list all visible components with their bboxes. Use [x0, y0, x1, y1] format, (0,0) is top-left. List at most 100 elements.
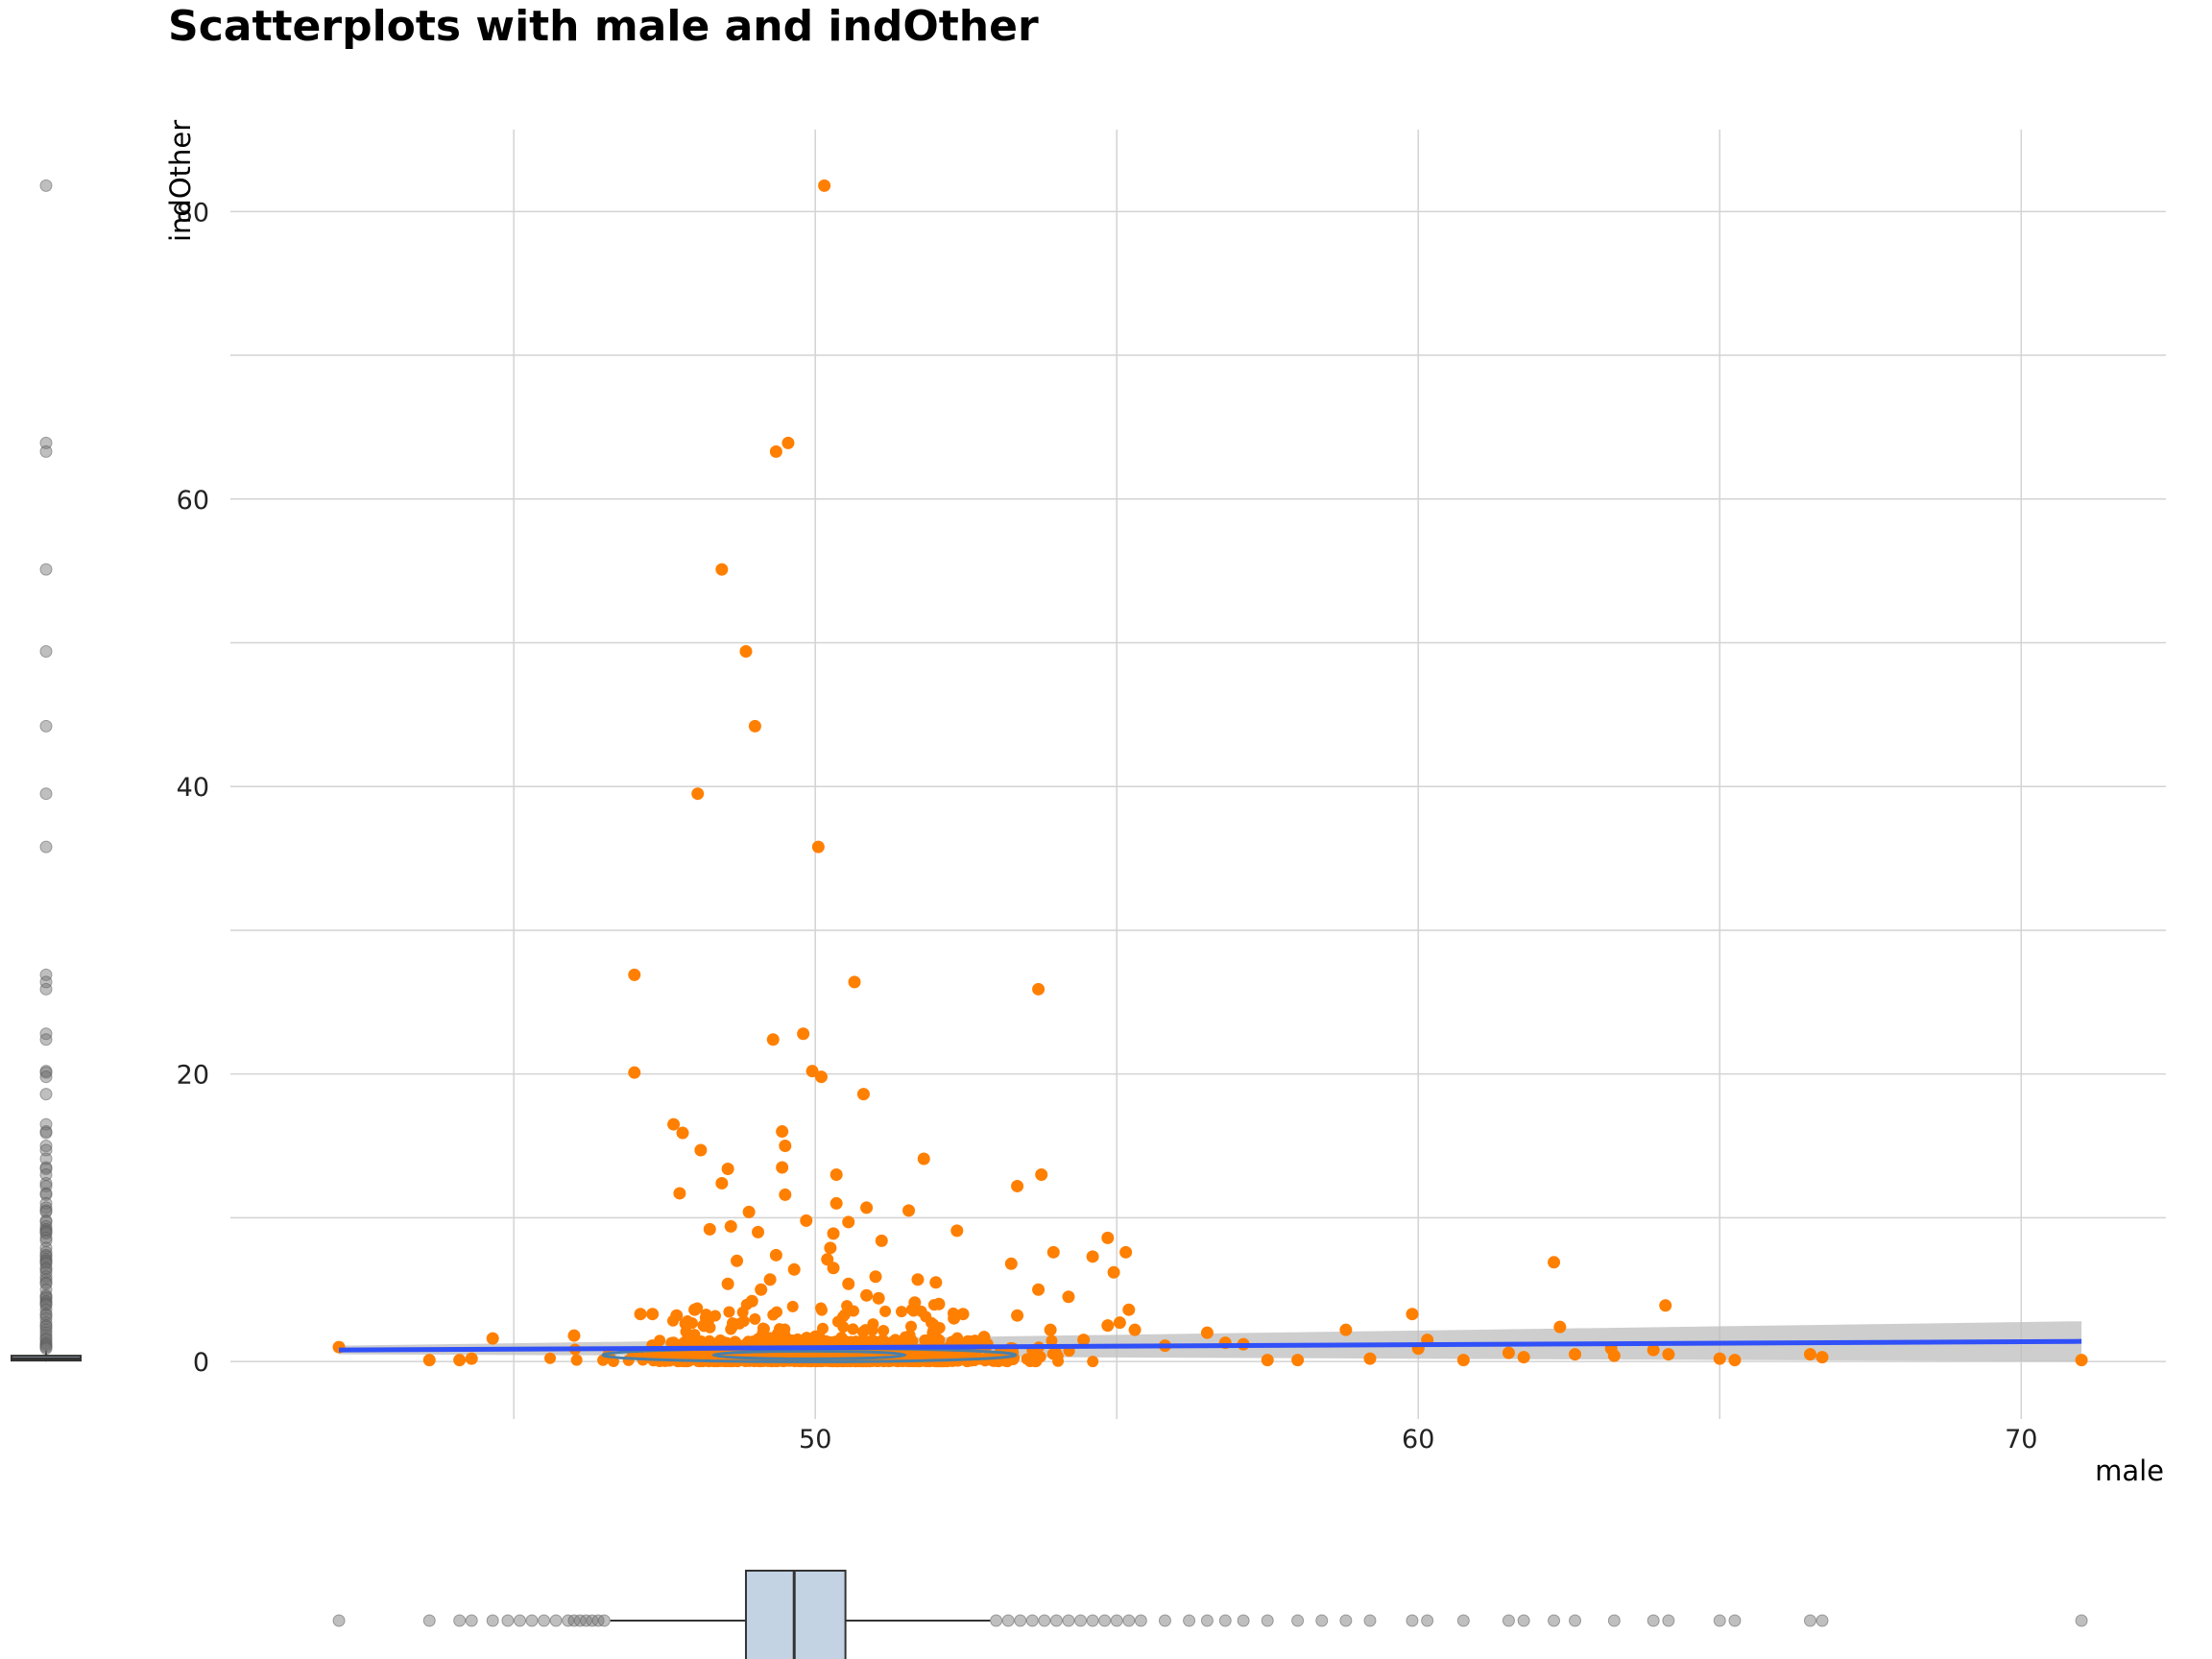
data-point	[1128, 1323, 1142, 1336]
data-point	[1004, 1257, 1018, 1270]
x-axis-label: male	[2095, 1455, 2164, 1487]
cluster-point	[544, 1352, 557, 1364]
data-point	[917, 1152, 930, 1166]
data-point	[848, 975, 861, 989]
data-point	[814, 1070, 828, 1084]
x-box-outlier	[1406, 1614, 1419, 1627]
x-box-outlier	[1502, 1614, 1515, 1627]
cluster-point	[988, 1354, 1000, 1366]
y-tick-label: 60	[177, 486, 209, 516]
density-contour-inner	[711, 1349, 907, 1360]
y-box-outlier	[39, 1205, 53, 1218]
data-point	[1569, 1348, 1582, 1361]
x-box-outlier	[1122, 1614, 1136, 1627]
data-point	[1713, 1352, 1726, 1365]
cluster-point	[733, 1317, 746, 1330]
x-box-outlier	[990, 1614, 1003, 1627]
x-box-outlier	[1200, 1614, 1214, 1627]
data-point	[748, 719, 761, 733]
y-box-outlier	[39, 840, 53, 854]
cluster-point	[704, 1321, 716, 1334]
data-point	[752, 1225, 765, 1238]
data-point	[465, 1352, 478, 1365]
data-point	[818, 179, 831, 192]
y-box-outlier	[39, 1201, 53, 1214]
x-box-outlier	[1086, 1614, 1099, 1627]
data-point	[1553, 1320, 1567, 1334]
y-box-outlier	[39, 1316, 53, 1330]
data-point	[766, 1033, 780, 1046]
data-point	[1062, 1290, 1075, 1304]
y-box-outlier	[39, 563, 53, 576]
data-point	[1032, 982, 1046, 996]
y-box-outlier	[39, 1196, 53, 1210]
x-box-outlier	[332, 1614, 346, 1627]
data-point	[646, 1308, 660, 1321]
y-box-outlier	[39, 1070, 53, 1084]
cluster-point	[811, 1334, 824, 1347]
data-point	[1815, 1351, 1829, 1364]
data-point	[1517, 1351, 1530, 1364]
data-point	[948, 1311, 961, 1325]
y-box-outlier	[39, 1342, 53, 1356]
data-point	[1046, 1245, 1060, 1259]
data-point	[1101, 1231, 1115, 1244]
y-box-outlier	[39, 436, 53, 449]
data-point	[755, 1283, 768, 1296]
x-box-outlier	[1548, 1614, 1561, 1627]
x-box-outlier	[1456, 1614, 1470, 1627]
y-box-outlier	[39, 1262, 53, 1276]
cluster-point	[771, 1306, 783, 1318]
x-box-outlier	[1074, 1614, 1088, 1627]
y-tick-label: 20	[177, 1061, 209, 1091]
y-box-outlier	[39, 1179, 53, 1192]
data-point	[1107, 1265, 1120, 1279]
x-tick-label: 50	[799, 1425, 831, 1455]
y-box-outlier	[39, 982, 53, 996]
x-box-outlier	[1218, 1614, 1232, 1627]
data-point	[1548, 1256, 1561, 1269]
data-point	[842, 1277, 855, 1290]
x-box-outlier	[1158, 1614, 1171, 1627]
x-box-outlier	[1014, 1614, 1027, 1627]
cluster-point	[837, 1321, 850, 1334]
y-box-outlier	[39, 1088, 53, 1101]
data-point	[422, 1354, 436, 1367]
data-point	[977, 1331, 991, 1344]
data-point	[1044, 1323, 1057, 1336]
x-box-outlier	[1062, 1614, 1075, 1627]
y-box-outlier	[39, 1299, 53, 1312]
y-tick-label: 40	[177, 773, 209, 803]
x-box-outlier	[1517, 1614, 1530, 1627]
data-point	[830, 1167, 843, 1181]
data-point	[1502, 1346, 1515, 1359]
x-box-outlier	[1183, 1614, 1196, 1627]
data-point	[1647, 1343, 1660, 1357]
x-box-outlier	[422, 1614, 436, 1627]
data-point	[715, 563, 729, 576]
data-point	[869, 1270, 882, 1284]
data-point	[811, 840, 825, 854]
cluster-point	[729, 1335, 741, 1348]
x-box-outlier	[1001, 1614, 1015, 1627]
data-point	[745, 1294, 758, 1308]
x-box-outlier	[1025, 1614, 1039, 1627]
cluster-point	[848, 1305, 860, 1317]
regression-line	[339, 1338, 2082, 1353]
data-point	[860, 1201, 874, 1214]
data-point	[628, 968, 641, 981]
x-box-outlier	[1607, 1614, 1621, 1627]
x-box-outlier	[1291, 1614, 1305, 1627]
cluster-point	[667, 1336, 680, 1349]
data-point	[1101, 1319, 1115, 1333]
x-box-outlier	[1728, 1614, 1742, 1627]
cluster-point	[682, 1314, 694, 1327]
data-point	[1363, 1352, 1377, 1365]
x-box-outlier	[1049, 1614, 1063, 1627]
y-box-outlier	[39, 968, 53, 981]
data-point	[567, 1329, 581, 1342]
y-box-outlier	[39, 787, 53, 801]
data-point	[950, 1224, 964, 1238]
cluster-point	[723, 1306, 735, 1318]
